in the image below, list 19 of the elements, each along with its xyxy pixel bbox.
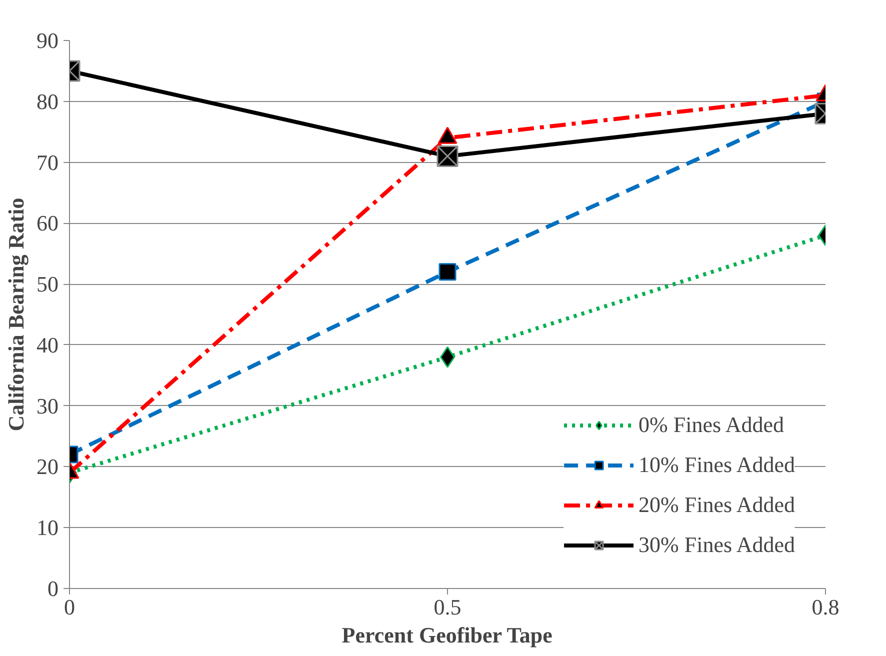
y-tick-label: 40 <box>36 332 58 358</box>
y-tick-label: 20 <box>36 454 58 480</box>
x-axis-title: Percent Geofiber Tape <box>342 622 553 648</box>
y-tick-label: 10 <box>36 515 58 540</box>
y-axis-title: California Bearing Ratio <box>4 198 28 432</box>
y-tick-label: 60 <box>36 210 58 236</box>
legend-label: 30% Fines Added <box>638 532 795 558</box>
legend-label: 20% Fines Added <box>638 492 795 518</box>
x-tick-label: 0 <box>64 594 75 620</box>
y-tick-label: 50 <box>36 272 58 297</box>
y-tick-label: 90 <box>36 28 58 53</box>
x-tick-label: 0.8 <box>812 594 840 620</box>
y-tick-label: 70 <box>36 150 58 175</box>
legend-label: 0% Fines Added <box>638 412 784 438</box>
x-tick-label: 0.5 <box>434 594 462 620</box>
y-tick-label: 0 <box>48 576 58 601</box>
y-tick-label: 30 <box>36 393 58 418</box>
y-tick-label: 80 <box>36 88 58 114</box>
legend-label: 10% Fines Added <box>638 452 795 478</box>
